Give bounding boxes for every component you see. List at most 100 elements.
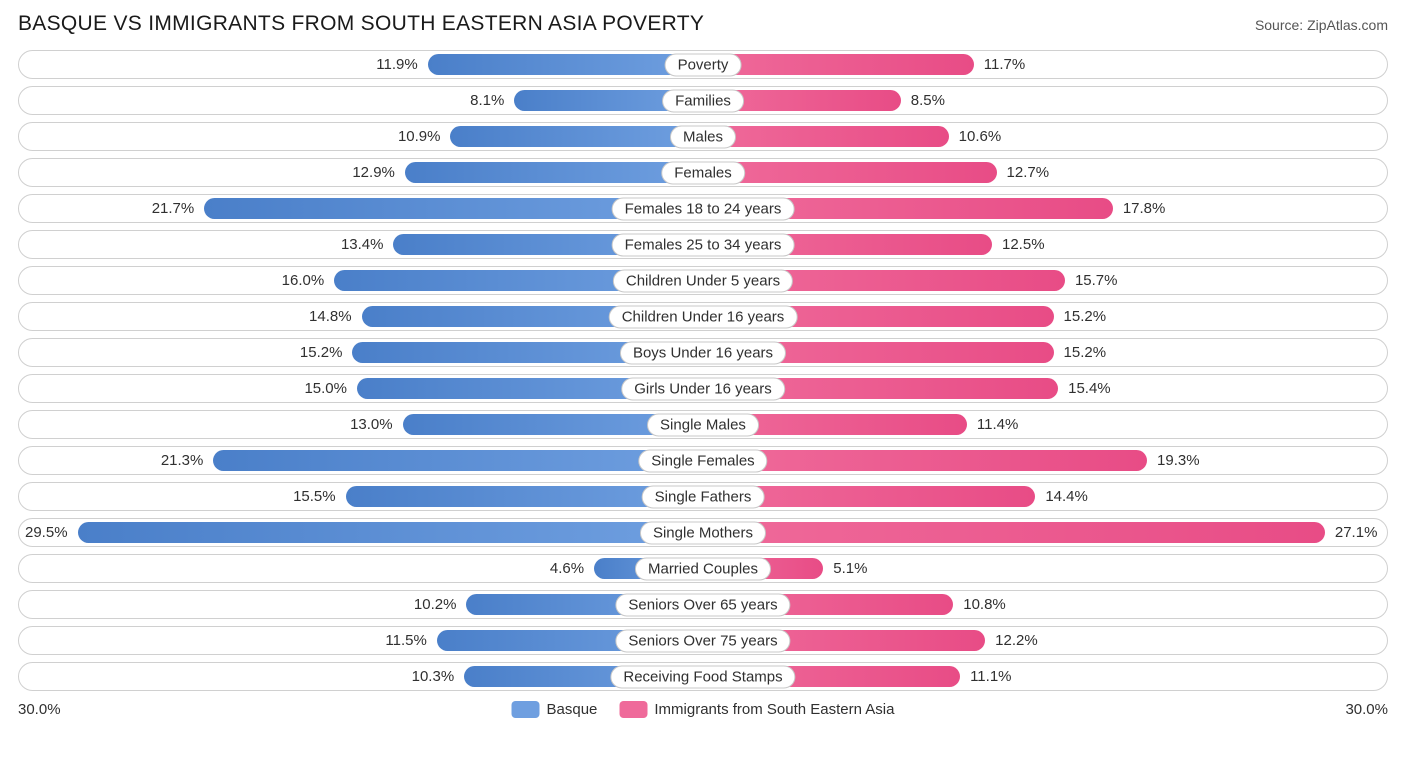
left-value-label: 10.2%	[408, 596, 463, 613]
category-label: Children Under 5 years	[613, 269, 793, 292]
right-value-label: 15.7%	[1069, 272, 1124, 289]
right-value-label: 11.4%	[971, 416, 1024, 433]
legend-swatch-left	[512, 701, 540, 718]
category-label: Single Males	[647, 413, 759, 436]
chart-source: Source: ZipAtlas.com	[1255, 17, 1388, 33]
category-label: Poverty	[665, 53, 742, 76]
left-half: 13.4%	[19, 231, 703, 258]
left-value-label: 10.9%	[392, 128, 447, 145]
chart-row: 12.9% 12.7% Females	[18, 158, 1388, 187]
left-value-label: 12.9%	[346, 164, 401, 181]
right-value-label: 15.2%	[1058, 308, 1113, 325]
right-value-label: 11.1%	[964, 668, 1017, 685]
chart-row: 10.9% 10.6%Males	[18, 122, 1388, 151]
left-value-label: 29.5%	[19, 524, 74, 541]
chart-row: 29.5% 27.1%Single Mothers	[18, 518, 1388, 547]
chart-row: 13.0% 11.4% Single Males	[18, 410, 1388, 439]
category-label: Females 18 to 24 years	[612, 197, 795, 220]
category-label: Single Fathers	[642, 485, 765, 508]
left-bar	[213, 450, 699, 471]
right-half: 11.7%	[703, 51, 1387, 78]
right-half: 14.4%	[703, 483, 1387, 510]
left-half: 12.9%	[19, 159, 703, 186]
left-value-label: 21.3%	[155, 452, 210, 469]
right-half: 11.4%	[703, 411, 1387, 438]
left-half: 11.9%	[19, 51, 703, 78]
legend-swatch-right	[619, 701, 647, 718]
left-value-label: 4.6%	[544, 560, 590, 577]
left-half: 10.3%	[19, 663, 703, 690]
left-half: 13.0%	[19, 411, 703, 438]
right-half: 12.7%	[703, 159, 1387, 186]
chart-header: BASQUE VS IMMIGRANTS FROM SOUTH EASTERN …	[18, 12, 1388, 36]
left-half: 15.5%	[19, 483, 703, 510]
category-label: Females 25 to 34 years	[612, 233, 795, 256]
right-half: 11.1%	[703, 663, 1387, 690]
category-label: Married Couples	[635, 557, 771, 580]
right-value-label: 8.5%	[905, 92, 951, 109]
right-bar	[707, 450, 1147, 471]
right-half: 19.3%	[703, 447, 1387, 474]
chart-row: 10.2% 10.8% Seniors Over 65 years	[18, 590, 1388, 619]
category-label: Single Females	[638, 449, 767, 472]
right-half: 12.5%	[703, 231, 1387, 258]
right-bar	[707, 522, 1325, 543]
left-value-label: 11.9%	[370, 56, 423, 73]
right-value-label: 10.8%	[957, 596, 1012, 613]
left-value-label: 13.0%	[344, 416, 399, 433]
diverging-bar-chart: 11.9%11.7%Poverty8.1%8.5%Families10.9%10…	[18, 50, 1388, 691]
left-value-label: 15.5%	[287, 488, 342, 505]
left-value-label: 14.8%	[303, 308, 358, 325]
category-label: Females	[661, 161, 745, 184]
left-half: 16.0%	[19, 267, 703, 294]
category-label: Receiving Food Stamps	[610, 665, 795, 688]
axis-max-left: 30.0%	[18, 701, 61, 718]
chart-footer: 30.0% Basque Immigrants from South Easte…	[18, 701, 1388, 718]
left-value-label: 21.7%	[146, 200, 201, 217]
left-half: 14.8%	[19, 303, 703, 330]
right-value-label: 19.3%	[1151, 452, 1206, 469]
chart-row: 10.3% 11.1% Receiving Food Stamps	[18, 662, 1388, 691]
chart-row: 11.9% 11.7%Poverty	[18, 50, 1388, 79]
right-half: 10.6%	[703, 123, 1387, 150]
category-label: Seniors Over 75 years	[615, 629, 790, 652]
left-half: 15.2%	[19, 339, 703, 366]
right-value-label: 12.2%	[989, 632, 1044, 649]
category-label: Single Mothers	[640, 521, 766, 544]
left-value-label: 8.1%	[464, 92, 510, 109]
right-half: 27.1%	[703, 519, 1387, 546]
right-value-label: 12.7%	[1001, 164, 1056, 181]
right-value-label: 14.4%	[1039, 488, 1094, 505]
right-bar	[707, 162, 997, 183]
right-half: 10.8%	[703, 591, 1387, 618]
chart-row: 4.6% 5.1% Married Couples	[18, 554, 1388, 583]
left-bar	[405, 162, 699, 183]
right-value-label: 15.4%	[1062, 380, 1117, 397]
left-bar	[78, 522, 699, 543]
right-bar	[707, 126, 949, 147]
category-label: Males	[670, 125, 736, 148]
chart-title: BASQUE VS IMMIGRANTS FROM SOUTH EASTERN …	[18, 12, 704, 36]
right-value-label: 5.1%	[827, 560, 873, 577]
legend-label-right: Immigrants from South Eastern Asia	[654, 701, 894, 718]
right-half: 15.2%	[703, 303, 1387, 330]
category-label: Children Under 16 years	[609, 305, 798, 328]
category-label: Girls Under 16 years	[621, 377, 785, 400]
right-half: 15.7%	[703, 267, 1387, 294]
left-half: 4.6%	[19, 555, 703, 582]
right-value-label: 17.8%	[1117, 200, 1172, 217]
left-value-label: 15.2%	[294, 344, 349, 361]
left-half: 10.9%	[19, 123, 703, 150]
right-bar	[707, 54, 974, 75]
left-half: 10.2%	[19, 591, 703, 618]
right-half: 5.1%	[703, 555, 1387, 582]
chart-row: 21.3% 19.3% Single Females	[18, 446, 1388, 475]
right-half: 12.2%	[703, 627, 1387, 654]
category-label: Seniors Over 65 years	[615, 593, 790, 616]
left-value-label: 10.3%	[406, 668, 461, 685]
right-value-label: 15.2%	[1058, 344, 1113, 361]
left-value-label: 11.5%	[379, 632, 432, 649]
legend-item-left: Basque	[512, 701, 598, 718]
left-bar	[450, 126, 699, 147]
chart-row: 15.0%15.4%Girls Under 16 years	[18, 374, 1388, 403]
